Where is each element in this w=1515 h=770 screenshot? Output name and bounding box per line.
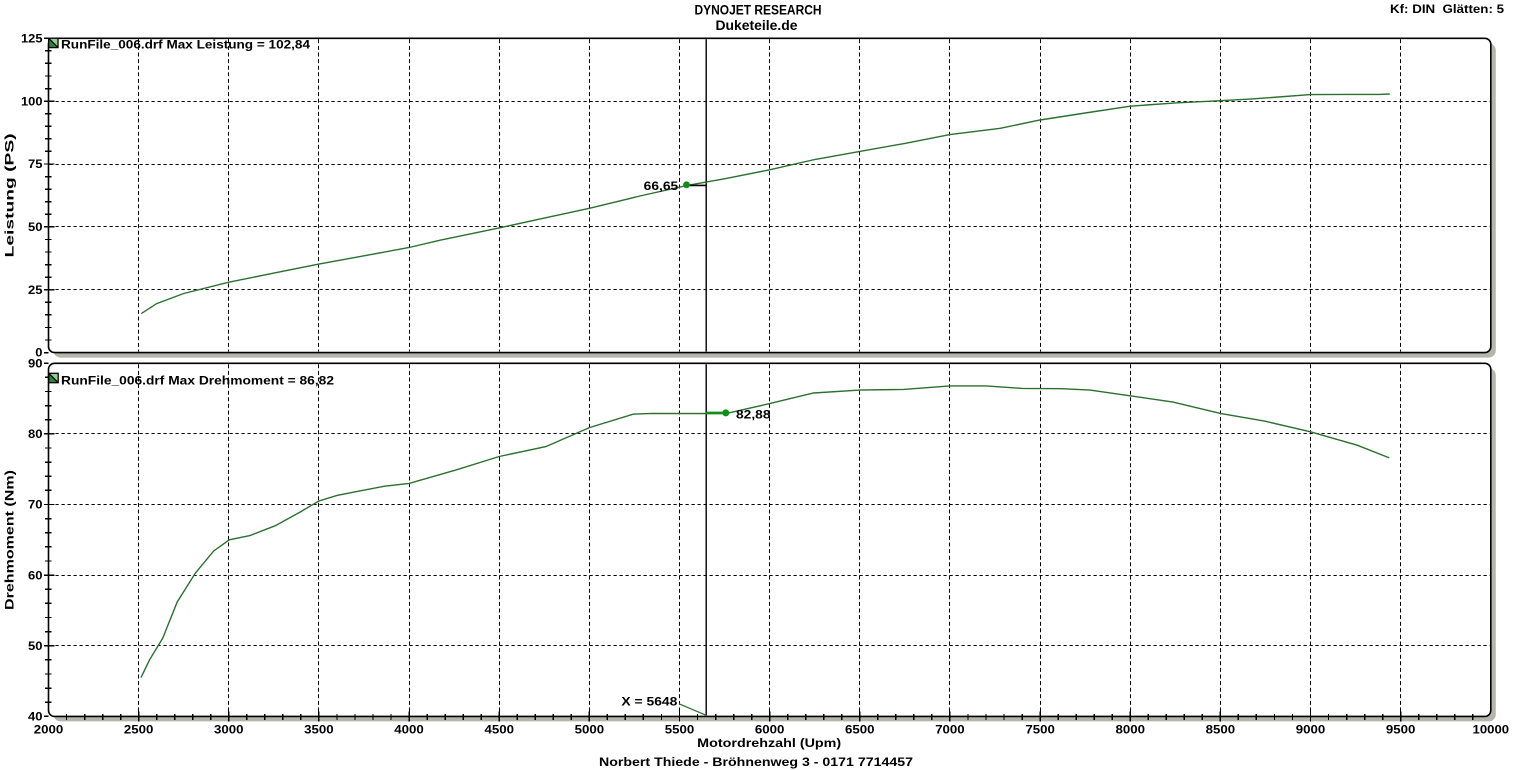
svg-text:82,88: 82,88: [736, 409, 771, 422]
svg-text:Motordrehzahl (Upm): Motordrehzahl (Upm): [697, 737, 841, 750]
svg-text:8500: 8500: [1206, 723, 1236, 736]
svg-text:60: 60: [28, 569, 43, 582]
svg-text:70: 70: [28, 499, 43, 512]
svg-text:5000: 5000: [575, 723, 605, 736]
svg-text:RunFile_006.drf Max Leistung =: RunFile_006.drf Max Leistung = 102,84: [61, 38, 311, 51]
svg-text:2000: 2000: [34, 723, 64, 736]
svg-text:50: 50: [28, 221, 43, 234]
svg-text:6000: 6000: [755, 723, 785, 736]
svg-text:100: 100: [21, 95, 43, 108]
svg-text:25: 25: [28, 284, 43, 297]
svg-text:Norbert Thiede - Bröhnenweg 3: Norbert Thiede - Bröhnenweg 3 - 0171 771…: [599, 756, 913, 769]
svg-text:50: 50: [28, 640, 43, 653]
svg-text:66,65: 66,65: [644, 180, 679, 193]
svg-text:Duketeile.de: Duketeile.de: [716, 18, 798, 33]
svg-text:9500: 9500: [1386, 723, 1416, 736]
svg-text:6500: 6500: [845, 723, 875, 736]
svg-text:10000: 10000: [1473, 723, 1510, 736]
svg-text:90: 90: [28, 357, 43, 370]
svg-text:DYNOJET RESEARCH: DYNOJET RESEARCH: [695, 2, 822, 17]
svg-text:8000: 8000: [1115, 723, 1145, 736]
svg-text:80: 80: [28, 428, 43, 441]
svg-text:4000: 4000: [394, 723, 424, 736]
svg-text:2500: 2500: [124, 723, 154, 736]
svg-text:7000: 7000: [935, 723, 965, 736]
svg-text:RunFile_006.drf Max Drehmoment: RunFile_006.drf Max Drehmoment = 86,82: [61, 374, 334, 387]
svg-text:Drehmoment (Nm): Drehmoment (Nm): [4, 470, 17, 610]
svg-text:X = 5648: X = 5648: [621, 696, 678, 709]
svg-text:Leistung (PS): Leistung (PS): [4, 133, 17, 257]
svg-text:9000: 9000: [1296, 723, 1326, 736]
svg-text:Kf: DIN Glätten: 5: Kf: DIN Glätten: 5: [1390, 3, 1505, 16]
svg-text:3000: 3000: [214, 723, 244, 736]
svg-text:4500: 4500: [484, 723, 514, 736]
svg-text:5500: 5500: [665, 723, 695, 736]
svg-text:0: 0: [35, 347, 42, 360]
svg-text:125: 125: [21, 32, 43, 45]
svg-text:75: 75: [28, 158, 43, 171]
svg-text:3500: 3500: [304, 723, 334, 736]
svg-text:7500: 7500: [1025, 723, 1055, 736]
svg-text:40: 40: [28, 711, 43, 724]
